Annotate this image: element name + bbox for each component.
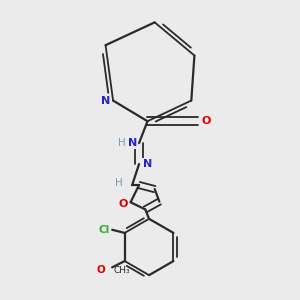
Text: H: H xyxy=(115,178,123,188)
Text: CH₃: CH₃ xyxy=(113,266,130,275)
Text: Cl: Cl xyxy=(99,225,110,235)
Text: N: N xyxy=(100,96,110,106)
Text: N: N xyxy=(143,159,152,169)
Text: H: H xyxy=(118,138,126,148)
Text: O: O xyxy=(97,266,106,275)
Text: O: O xyxy=(202,116,211,126)
Text: O: O xyxy=(118,199,128,209)
Text: N: N xyxy=(128,138,137,148)
